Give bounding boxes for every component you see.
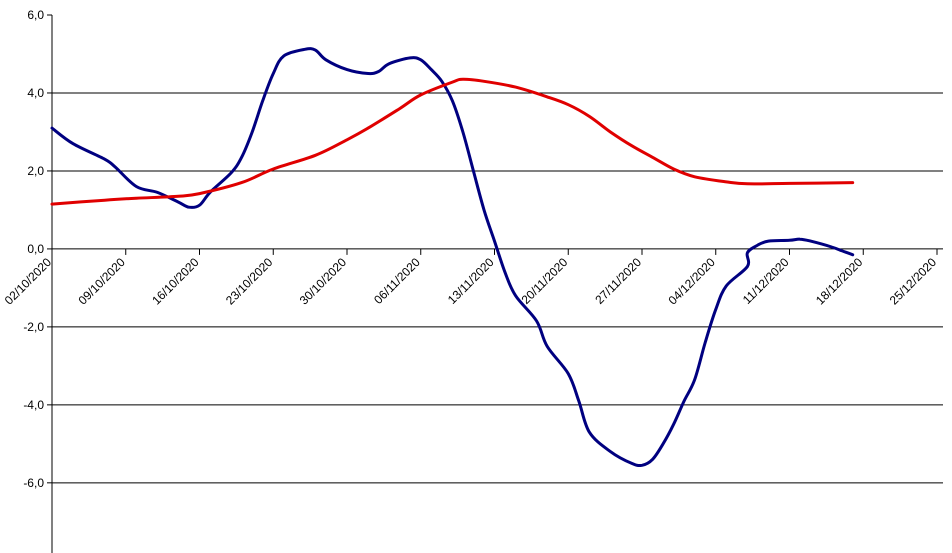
y-tick-label: -6,0 <box>23 476 44 490</box>
x-tick-labels: 02/10/2020 09/10/2020 16/10/2020 23/10/2020… <box>2 248 940 308</box>
series-line-1 <box>50 47 855 468</box>
x-tick-label: 16/10/2020 <box>149 255 202 308</box>
x-tick-label: 25/12/2020 <box>887 255 940 308</box>
y-tick-label: -2,0 <box>23 320 44 334</box>
y-tick-labels: 6,0 4,0 2,0 0,0 -2,0 -4,0 -6,0 <box>23 8 52 490</box>
y-tick-label: 4,0 <box>27 86 44 100</box>
y-tick-label: 0,0 <box>27 242 44 256</box>
x-tick-label: 27/11/2020 <box>592 255 644 307</box>
series-line-2 <box>50 77 855 206</box>
x-tick-label: 02/10/2020 <box>2 255 55 308</box>
y-tick-label: 6,0 <box>27 8 44 22</box>
series-lines <box>50 47 855 468</box>
x-tick-label: 30/10/2020 <box>297 255 350 308</box>
x-tick-label: 23/10/2020 <box>223 255 276 308</box>
x-tick-label: 18/12/2020 <box>813 255 866 308</box>
x-tick-label: 20/11/2020 <box>519 255 571 307</box>
x-tick-label: 06/11/2020 <box>371 255 423 307</box>
x-tick-label: 09/10/2020 <box>76 255 129 308</box>
x-tick-label: 13/11/2020 <box>445 255 497 307</box>
gridlines <box>52 92 943 484</box>
x-tick-label: 04/12/2020 <box>666 255 719 308</box>
y-tick-label: -4,0 <box>23 398 44 412</box>
y-tick-label: 2,0 <box>27 164 44 178</box>
